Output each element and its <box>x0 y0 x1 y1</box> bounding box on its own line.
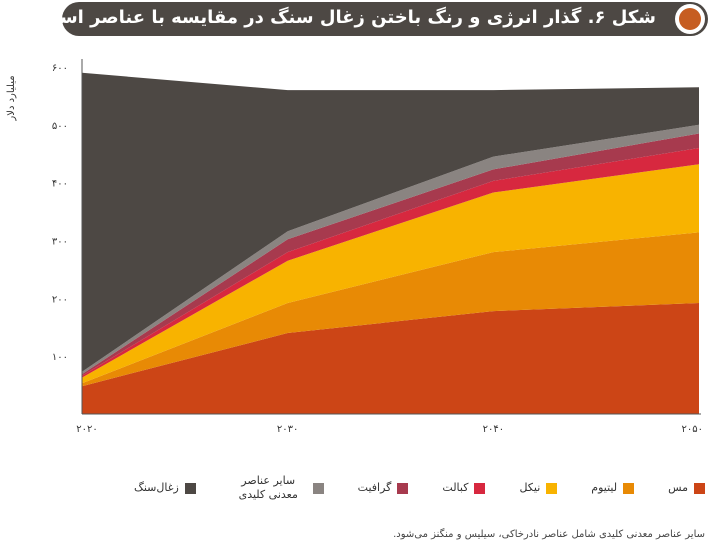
area-series-4 <box>82 133 699 376</box>
area-series-2 <box>82 164 699 384</box>
legend-label: مس <box>668 481 688 494</box>
legend-swatch <box>312 482 324 494</box>
legend-item: گرافیت <box>358 481 409 495</box>
legend-swatch <box>397 482 409 494</box>
legend-label: سایر عناصر معدنی کلیدی <box>238 474 298 501</box>
legend-label: لیتیوم <box>591 481 618 494</box>
legend-item: نیکل <box>519 481 558 495</box>
x-tick-label: ۲۰۴۰ <box>483 424 504 435</box>
area-series-1 <box>82 232 699 387</box>
legend: مس لیتیوم نیکل کبالت گرافیت سایر عناصر معدنی … <box>100 468 705 508</box>
x-tick-label: ۲۰۲۰ <box>76 424 97 435</box>
y-tick-label: ۱۰۰ <box>52 352 68 363</box>
title-bullet-inner <box>679 8 701 30</box>
legend-item: زغال‌سنگ <box>134 481 196 495</box>
legend-swatch <box>184 482 196 494</box>
y-tick-label: ۵۰۰ <box>52 121 68 132</box>
y-axis-label: میلیارد دلار <box>6 75 17 121</box>
legend-label: گرافیت <box>357 481 392 494</box>
y-tick-label: ۴۰۰ <box>52 179 68 190</box>
legend-item: سایر عناصر معدنی کلیدی <box>230 474 324 502</box>
area-series-0 <box>82 303 699 414</box>
x-tick-label: ۲۰۵۰ <box>682 424 703 435</box>
y-tick-label: ۶۰۰ <box>52 63 68 74</box>
y-tick-label: ۲۰۰ <box>52 294 68 305</box>
legend-label: کبالت <box>442 481 469 494</box>
y-tick-label: ۳۰۰ <box>52 237 68 248</box>
title-bar: شکل ۶. گذار انرژی و رنگ باختن زغال سنگ د… <box>0 2 708 36</box>
legend-item: لیتیوم <box>591 481 635 495</box>
legend-label: نیکل <box>519 481 541 494</box>
legend-item: مس <box>668 481 705 495</box>
legend-swatch <box>546 482 558 494</box>
x-tick-label: ۲۰۳۰ <box>277 424 298 435</box>
legend-swatch <box>623 482 635 494</box>
area-series-6 <box>82 72 699 372</box>
legend-swatch <box>474 482 486 494</box>
area-series-3 <box>82 148 699 378</box>
chart-title: شکل ۶. گذار انرژی و رنگ باختن زغال سنگ د… <box>0 7 656 28</box>
legend-swatch <box>694 482 705 494</box>
legend-item: کبالت <box>442 481 486 495</box>
title-bullet-icon <box>675 4 705 34</box>
legend-label: زغال‌سنگ <box>134 481 179 494</box>
footnote: سایر عناصر معدنی کلیدی شامل عناصر نادرخا… <box>393 529 705 540</box>
